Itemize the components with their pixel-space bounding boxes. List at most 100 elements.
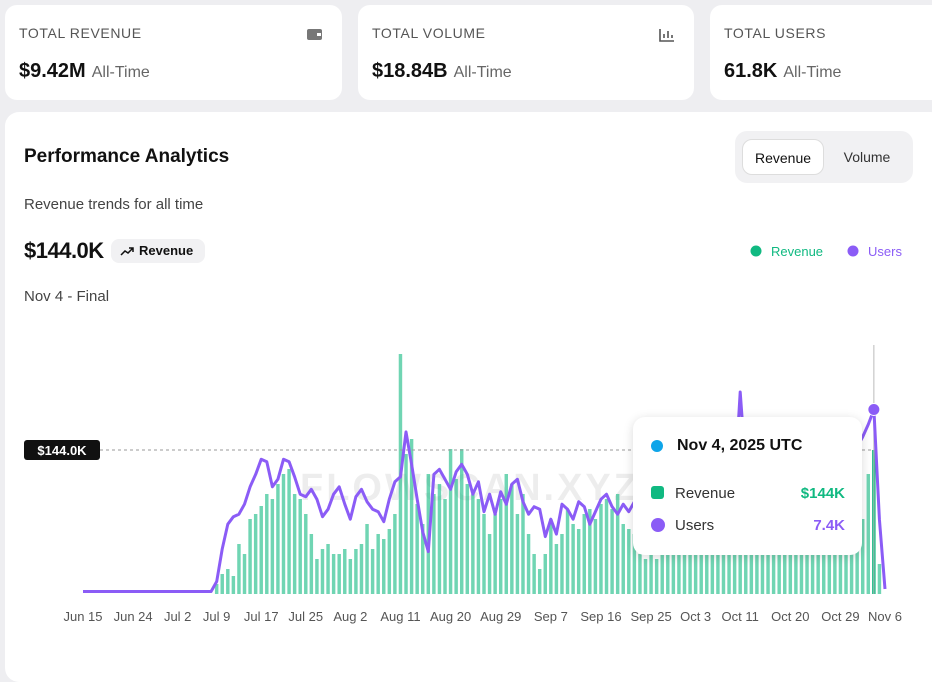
bar (877, 564, 882, 594)
bar (493, 514, 497, 594)
bar (281, 474, 286, 594)
stat-label: TOTAL REVENUE (19, 25, 142, 41)
bar (721, 544, 726, 594)
wallet-icon (307, 29, 322, 40)
bar (376, 534, 380, 594)
bar (716, 549, 720, 594)
x-tick-label: Aug 2 (333, 609, 367, 624)
bar (699, 554, 703, 594)
bar (844, 529, 848, 594)
bar (760, 539, 765, 594)
bar (532, 554, 536, 594)
bar (504, 474, 509, 594)
bar (214, 584, 219, 594)
stat-value: $9.42M All-Time (19, 60, 328, 83)
bar (348, 559, 353, 594)
bar (576, 529, 581, 594)
bar (710, 539, 715, 594)
tab-revenue[interactable]: Revenue (742, 139, 824, 175)
x-tick-label: Jul 2 (164, 609, 191, 624)
stat-period: All-Time (91, 64, 150, 81)
bar (320, 549, 325, 594)
bar (526, 534, 531, 594)
x-tick-label: Sep 7 (534, 609, 568, 624)
bar (487, 534, 492, 594)
tooltip-title: Nov 4, 2025 UTC (677, 437, 803, 454)
tab-volume[interactable]: Volume (843, 149, 891, 165)
x-tick-label: Jul 17 (244, 609, 279, 624)
bar (732, 534, 737, 594)
tooltip-series: Users (675, 517, 715, 534)
bar (409, 439, 414, 594)
chart-icon (659, 29, 674, 42)
bar (749, 544, 754, 594)
trend-icon (120, 247, 134, 256)
bar (242, 554, 247, 594)
bar (365, 524, 369, 594)
stat-number: $9.42M (19, 60, 86, 82)
badge-text: Revenue (139, 243, 194, 258)
tooltip-value: 7.4K (813, 517, 845, 534)
bar (510, 484, 514, 594)
stat-number: $18.84B (372, 60, 448, 82)
bar (705, 544, 709, 594)
bar (833, 539, 837, 594)
period-label: Nov 4 - Final (24, 288, 110, 305)
bar (220, 574, 224, 594)
bar (543, 554, 547, 594)
x-tick-label: Nov 6 (868, 609, 902, 624)
bar (599, 504, 603, 594)
legend-marker (750, 245, 762, 257)
bar (805, 539, 809, 594)
stat-number: 61.8K (724, 60, 778, 82)
bar (822, 539, 826, 594)
bar (237, 544, 241, 594)
bar (448, 449, 453, 594)
bar (276, 484, 280, 594)
stat-period: All-Time (783, 64, 842, 81)
bar (643, 559, 648, 594)
tooltip-series: Revenue (675, 485, 736, 502)
bar (810, 534, 815, 594)
bar (270, 499, 275, 594)
bar (565, 509, 570, 594)
bar (482, 514, 486, 594)
bar (421, 524, 425, 594)
stat-period: All-Time (453, 64, 512, 81)
bar (849, 524, 854, 594)
bar (677, 539, 681, 594)
x-tick-label: Sep 16 (580, 609, 621, 624)
stat-card: TOTAL VOLUME $18.84B All-Time (358, 5, 694, 100)
stat-label: TOTAL USERS (724, 25, 827, 41)
bar (588, 509, 592, 594)
bar (298, 499, 302, 594)
bar (432, 494, 436, 594)
x-tick-label: Aug 29 (480, 609, 521, 624)
bar (404, 454, 408, 594)
bar (638, 554, 642, 594)
x-tick-label: Oct 29 (821, 609, 859, 624)
legend-label: Users (868, 244, 902, 259)
bar (287, 469, 291, 594)
bar (582, 514, 586, 594)
tooltip-swatch (651, 486, 664, 499)
bar (744, 539, 748, 594)
bar (766, 544, 770, 594)
trend-badge: Revenue (111, 239, 206, 263)
bar (866, 474, 871, 594)
legend-label: Revenue (771, 244, 823, 259)
bar (354, 549, 358, 594)
bar (253, 514, 258, 594)
bar (693, 549, 698, 594)
bar (259, 506, 263, 594)
bar (755, 534, 759, 594)
stat-value: 61.8K All-Time (724, 60, 932, 83)
bar (654, 559, 659, 594)
bar (415, 504, 419, 594)
bar (738, 534, 742, 594)
bar (471, 494, 475, 594)
tooltip-dot (651, 440, 663, 452)
bar (838, 534, 843, 594)
bar (771, 539, 776, 594)
